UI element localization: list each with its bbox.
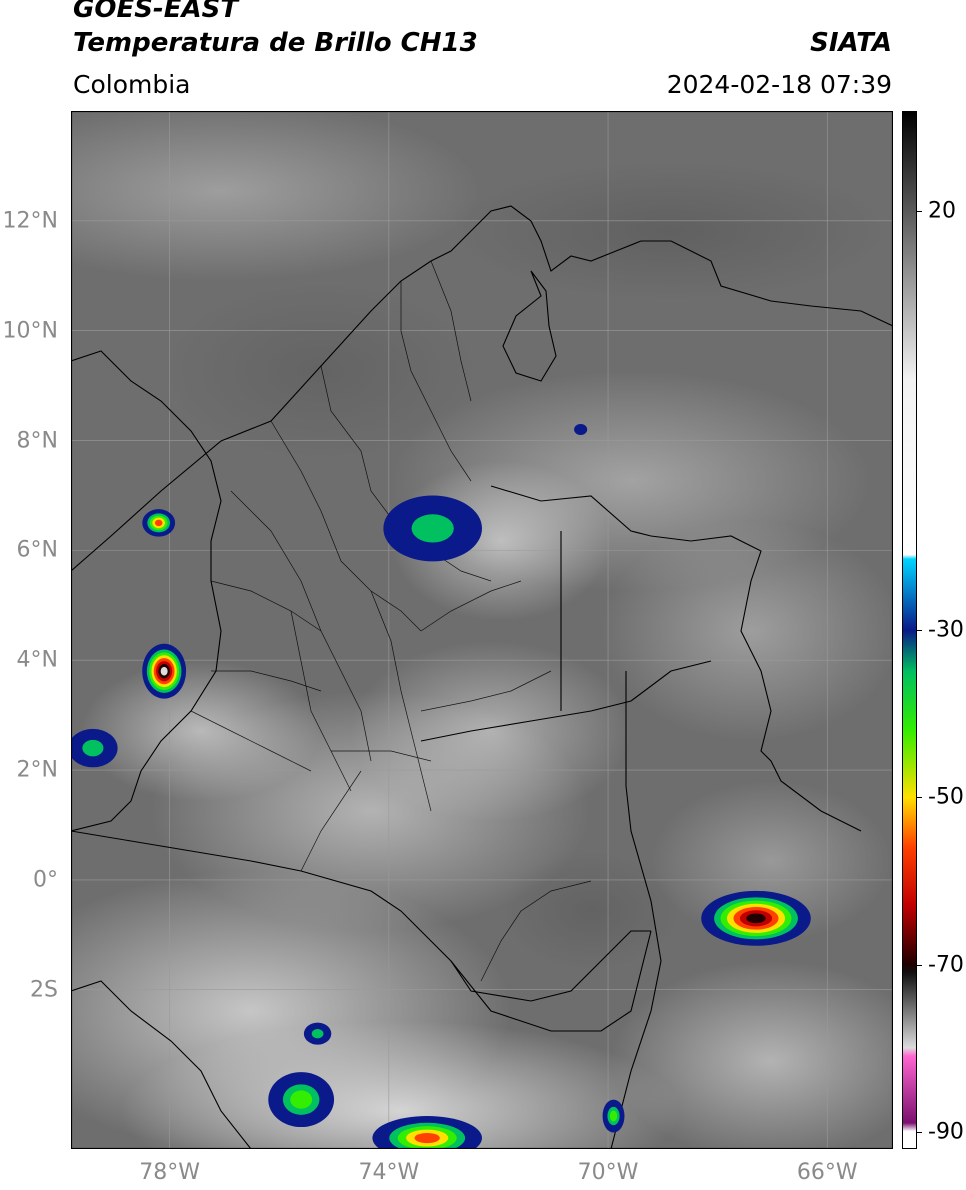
lon-tick-label: 70°W <box>577 1160 639 1185</box>
cell-contour <box>290 1090 313 1109</box>
storm-cell <box>574 424 588 436</box>
colorbar-tick <box>917 211 922 213</box>
storm-cell <box>372 1116 482 1149</box>
colombia-border-east <box>490 485 862 832</box>
region-label: Colombia <box>73 70 191 99</box>
colorbar-tick <box>917 964 922 966</box>
colorbar-tick-label: 20 <box>928 198 956 224</box>
guaviare-river <box>420 660 712 742</box>
lat-tick-label: 10°N <box>2 318 58 344</box>
lat-tick-label: 6°N <box>16 537 58 563</box>
storm-cell <box>303 1022 332 1045</box>
cloud-texture <box>71 111 893 1149</box>
cell-contour <box>82 739 104 757</box>
cell-contour <box>746 913 766 924</box>
lat-tick-label: 8°N <box>16 428 58 454</box>
colorbar-tick <box>917 797 922 799</box>
lat-tick-label: 2°N <box>16 757 58 783</box>
satellite-map[interactable] <box>71 111 893 1149</box>
product-title: Temperatura de Brillo CH13 <box>73 28 478 58</box>
satellite-title: GOES-EAST <box>73 0 239 24</box>
cell-contour <box>414 1132 440 1144</box>
cell-contour <box>154 519 163 527</box>
lake-maracaibo <box>502 270 557 382</box>
colorbar-tick-label: -90 <box>928 1119 964 1145</box>
ecuador-peru-border <box>71 980 252 1149</box>
colorbar-tick <box>917 630 922 631</box>
cell-contour <box>411 514 454 543</box>
timestamp-label: 2024-02-18 07:39 <box>666 70 892 99</box>
colombia-border-south <box>71 830 651 1002</box>
colorbar-tick-label: -50 <box>928 784 964 810</box>
convective-cells <box>71 424 811 1149</box>
amazon-border <box>610 785 662 1149</box>
lat-tick-label: 0° <box>33 867 58 893</box>
colorbar-tick-label: -70 <box>928 952 964 978</box>
colorbar-tick-label: -30 <box>928 617 964 643</box>
storm-cell <box>71 728 118 768</box>
map-frame <box>71 111 893 1149</box>
cell-contour <box>160 666 168 676</box>
lat-tick-label: 12°N <box>2 208 58 234</box>
storm-cell <box>142 509 176 537</box>
lat-tick-label: 4°N <box>16 647 58 673</box>
lon-tick-label: 66°W <box>796 1160 858 1185</box>
colorbar <box>902 111 917 1149</box>
graticule <box>71 111 893 1149</box>
storm-cell <box>701 890 811 946</box>
department-borders <box>190 260 592 982</box>
lat-tick-label: 2S <box>30 977 58 1003</box>
peru-brazil-border <box>450 930 652 1032</box>
organization-label: SIATA <box>810 28 892 58</box>
caribbean-coastline <box>71 205 893 572</box>
colorbar-tick <box>917 1132 922 1134</box>
storm-cell <box>383 495 482 562</box>
map-canvas <box>71 111 893 1149</box>
storm-cell <box>268 1072 335 1128</box>
cell-contour <box>311 1028 324 1039</box>
storm-cell <box>142 643 187 699</box>
lon-tick-label: 74°W <box>358 1160 420 1185</box>
lon-tick-label: 78°W <box>139 1160 200 1185</box>
cell-contour <box>576 426 585 433</box>
storm-cell <box>602 1099 625 1133</box>
cell-contour <box>609 1110 618 1122</box>
